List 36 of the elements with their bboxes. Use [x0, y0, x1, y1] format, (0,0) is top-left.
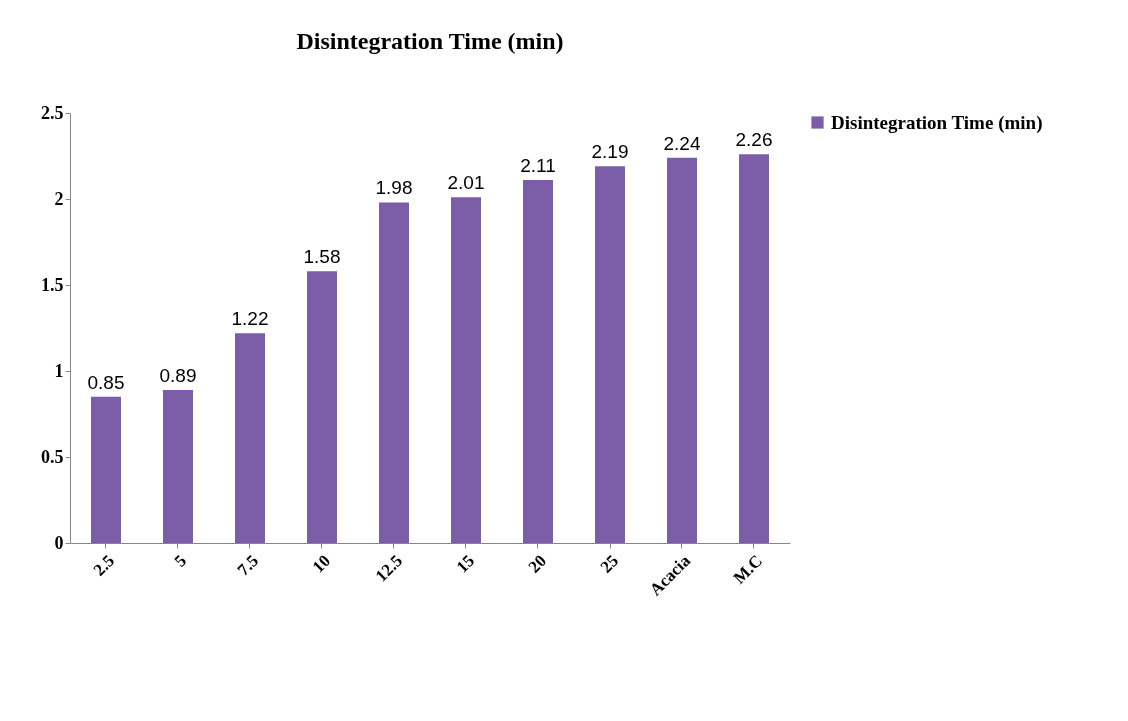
- x-tick-label: 20: [524, 551, 551, 577]
- x-tick-label: 7.5: [233, 551, 263, 580]
- data-label: 2.11: [520, 155, 556, 177]
- bar: [523, 180, 553, 543]
- chart-title: Disintegration Time (min): [296, 28, 564, 54]
- y-tick-label: 1.5: [41, 274, 64, 295]
- bar: [739, 154, 769, 543]
- x-tick-label: 2.5: [89, 551, 119, 580]
- x-tick-label: 5: [170, 551, 191, 571]
- data-label: 0.89: [159, 364, 197, 386]
- bar: [307, 271, 337, 543]
- bar: [163, 389, 193, 543]
- data-label: 2.19: [591, 141, 629, 163]
- bar: [595, 166, 625, 543]
- y-tick-label: 2.5: [41, 102, 64, 123]
- y-tick-label: 1: [54, 360, 64, 381]
- legend-label: Disintegration Time (min): [831, 111, 1043, 134]
- bar: [235, 333, 265, 543]
- y-tick-label: 0: [54, 532, 64, 553]
- data-label: 2.26: [735, 129, 773, 151]
- data-label: 1.98: [375, 177, 413, 199]
- data-label: 0.85: [87, 371, 125, 393]
- data-label: 2.24: [663, 132, 701, 154]
- y-tick-label: 2: [54, 188, 64, 209]
- y-tick-label: 0.5: [41, 446, 64, 467]
- x-tick-label: 10: [308, 551, 335, 577]
- bar: [667, 157, 697, 543]
- x-tick-label: 15: [452, 551, 479, 577]
- x-tick-label: 12.5: [371, 551, 407, 586]
- bar: [451, 197, 481, 543]
- bar: [379, 202, 409, 543]
- bar: [91, 396, 121, 543]
- x-tick-label: 25: [596, 551, 623, 577]
- data-label: 2.01: [447, 172, 485, 194]
- data-label: 1.22: [231, 308, 269, 330]
- data-label: 1.58: [303, 246, 341, 268]
